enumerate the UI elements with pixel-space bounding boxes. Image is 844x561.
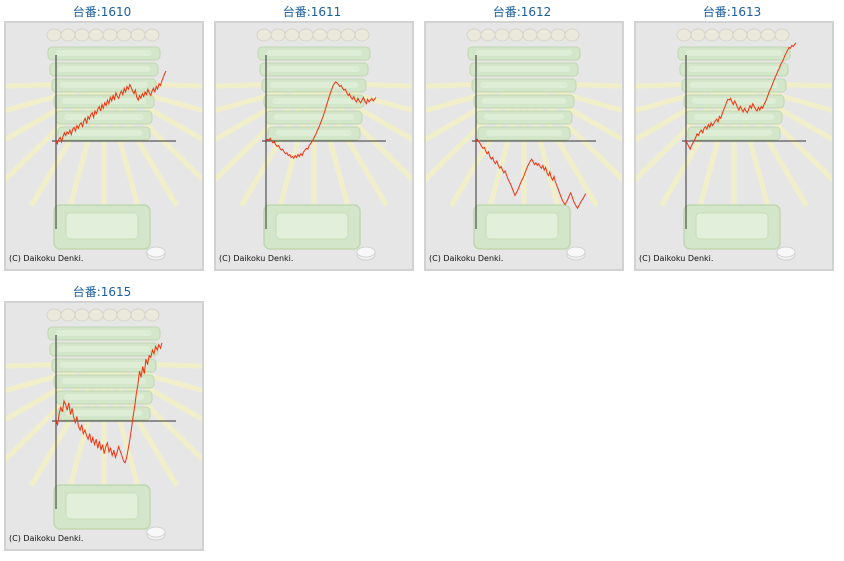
- payout-line: [55, 70, 167, 146]
- copyright-text: (C) Daikoku Denki.: [9, 534, 84, 543]
- copyright-text: (C) Daikoku Denki.: [219, 254, 294, 263]
- machine-number-title[interactable]: 台番:1615: [72, 285, 132, 299]
- graph-panel: (C) Daikoku Denki.: [4, 301, 204, 551]
- machine-number-title[interactable]: 台番:1611: [282, 5, 342, 19]
- graph-panel: (C) Daikoku Denki.: [214, 21, 414, 271]
- copyright-text: (C) Daikoku Denki.: [639, 254, 714, 263]
- payout-graph: [6, 28, 202, 261]
- machine-number-title[interactable]: 台番:1612: [492, 5, 552, 19]
- machine-card[interactable]: 台番:1613 (C) Daikoku Denki.: [630, 0, 834, 271]
- payout-graph: [636, 28, 832, 261]
- machine-illustration: [216, 28, 412, 261]
- machine-card[interactable]: 台番:1615 (C) Daikoku Denki.: [0, 280, 204, 551]
- payout-line: [475, 138, 587, 210]
- copyright-text: (C) Daikoku Denki.: [429, 254, 504, 263]
- copyright-text: (C) Daikoku Denki.: [9, 254, 84, 263]
- machine-card[interactable]: 台番:1612 (C) Daikoku Denki.: [420, 0, 624, 271]
- graph-panel: (C) Daikoku Denki.: [4, 21, 204, 271]
- payout-graph: [6, 308, 202, 541]
- machine-illustration: [6, 308, 202, 541]
- payout-line: [265, 81, 377, 160]
- machine-card[interactable]: 台番:1611 (C) Daikoku Denki.: [210, 0, 414, 271]
- machine-number-title[interactable]: 台番:1610: [72, 5, 132, 19]
- machine-card[interactable]: 台番:1610 (C) Daikoku Denki.: [0, 0, 204, 271]
- payout-line: [685, 42, 797, 151]
- payout-line: [55, 342, 163, 464]
- graph-panel: (C) Daikoku Denki.: [424, 21, 624, 271]
- payout-graph: [426, 28, 622, 261]
- machine-illustration: [636, 28, 832, 261]
- machine-illustration: [6, 28, 202, 261]
- graph-panel: (C) Daikoku Denki.: [634, 21, 834, 271]
- machine-illustration: [426, 28, 622, 261]
- machine-number-title[interactable]: 台番:1613: [702, 5, 762, 19]
- payout-graph: [216, 28, 412, 261]
